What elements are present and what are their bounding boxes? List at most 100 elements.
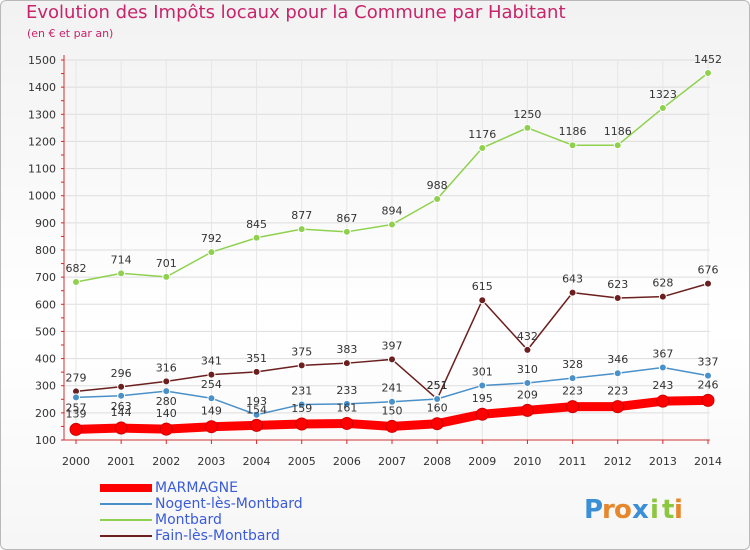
data-point [430,417,444,431]
data-point [658,104,667,113]
data-label: 714 [111,253,132,266]
data-label: 251 [427,379,448,392]
data-label: 140 [156,407,177,420]
data-label: 1323 [649,88,677,101]
data-point [388,220,396,229]
data-label: 263 [111,400,132,413]
x-tick-label: 2007 [378,455,406,468]
chart-title: Evolution des Impôts locaux pour la Comm… [26,2,566,23]
legend-label: MARMAGNE [155,480,238,496]
data-label: 643 [562,273,583,286]
data-label: 1186 [559,125,587,138]
data-label: 139 [66,407,87,420]
y-tick-label: 1200 [28,135,56,148]
data-label: 231 [291,384,312,397]
data-label: 296 [111,367,132,380]
data-point [388,355,396,364]
data-label: 149 [201,405,222,418]
x-tick-label: 2014 [694,455,722,468]
data-label: 223 [562,385,583,398]
data-point [658,363,667,372]
data-point [523,345,532,354]
data-label: 432 [517,330,538,343]
y-tick-label: 900 [35,217,56,230]
data-point [252,233,261,242]
x-tick-label: 2002 [152,455,180,468]
data-point [704,279,712,288]
data-point [478,143,487,152]
y-tick-label: 100 [35,434,56,447]
data-label: 615 [472,280,493,293]
data-point [159,422,173,436]
data-point [523,123,532,132]
data-label: 877 [291,209,312,222]
data-label: 351 [246,352,267,365]
data-point [568,288,577,297]
data-point [568,374,577,383]
x-tick-label: 2013 [649,455,677,468]
logo-letter: P [584,495,603,525]
data-label: 397 [382,339,403,352]
y-tick-label: 700 [35,271,56,284]
data-point [433,395,442,404]
x-tick-label: 2005 [288,455,316,468]
data-point [433,194,442,203]
data-point [342,359,351,368]
data-point [162,387,171,396]
data-label: 193 [246,395,267,408]
x-tick-label: 2009 [468,455,496,468]
data-point [297,225,306,234]
chart-subtitle: (en € et par an) [27,27,114,40]
data-label: 346 [607,353,628,366]
y-tick-label: 400 [35,353,56,366]
data-label: 161 [336,401,357,414]
data-label: 988 [427,179,448,192]
data-point [704,371,712,380]
data-label: 1250 [513,108,541,121]
y-tick-label: 300 [35,380,56,393]
data-point [72,278,80,287]
data-label: 279 [66,371,87,384]
y-tick-label: 500 [35,325,56,338]
data-label: 254 [201,378,222,391]
logo-letter: i [650,495,659,525]
data-label: 241 [382,382,403,395]
data-label: 1176 [468,128,496,141]
data-point [162,272,171,281]
data-label: 1452 [694,53,722,66]
data-point [204,420,218,434]
data-point [162,377,171,386]
data-point [340,416,354,430]
data-point [297,361,306,370]
data-label: 1186 [604,125,632,138]
legend-label: Montbard [155,512,222,528]
data-label: 251 [427,379,448,392]
data-point [385,419,399,433]
data-point [388,397,396,406]
data-point [613,141,622,150]
data-point [611,400,625,414]
data-point [475,407,489,421]
data-label: 792 [201,232,222,245]
y-tick-label: 600 [35,298,56,311]
data-label: 310 [517,363,538,376]
data-label: 150 [382,404,403,417]
data-point [114,421,128,435]
data-point [701,393,715,407]
data-point [704,69,712,78]
x-tick-label: 2006 [333,455,361,468]
data-point [117,269,126,278]
y-tick-label: 1400 [28,81,56,94]
data-label: 159 [291,402,312,415]
logo-letter: r [602,495,615,525]
logo-letter: i [674,495,683,525]
data-label: 628 [652,277,673,290]
data-label: 867 [336,212,357,225]
data-point [207,394,216,403]
data-point [613,369,622,378]
data-label: 337 [698,356,719,369]
data-point [566,400,580,414]
x-tick-label: 2008 [423,455,451,468]
data-point [297,400,306,409]
